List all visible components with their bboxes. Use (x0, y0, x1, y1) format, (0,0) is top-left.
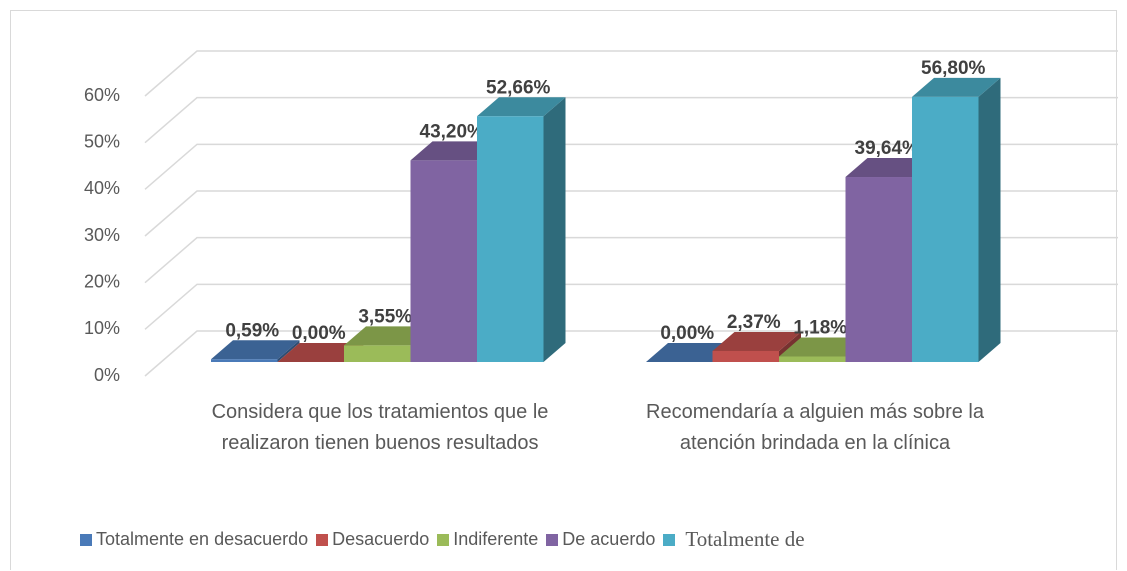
bar-top (712, 331, 801, 351)
bar (912, 77, 1001, 362)
value-label: 0,00% (292, 323, 346, 344)
bar-front (344, 345, 411, 362)
value-label: 39,64% (855, 138, 920, 159)
bar (477, 97, 566, 363)
legend-item: Indiferente (437, 529, 538, 550)
legend-item: Totalmente de (663, 527, 805, 552)
legend-label: Totalmente de (685, 527, 805, 551)
bar-front (410, 160, 477, 362)
bar-side (543, 97, 566, 363)
legend-item: Totalmente en desacuerdo (80, 529, 308, 550)
bar-front (712, 350, 779, 362)
bar (277, 343, 366, 362)
y-tick-label: 20% (84, 271, 120, 291)
bar-top (779, 337, 868, 357)
bar-top (477, 97, 566, 117)
legend-label: Indiferente (453, 529, 539, 549)
legend-label: Desacuerdo (332, 529, 430, 549)
bar-front (211, 359, 278, 362)
value-label: 2,37% (727, 312, 781, 333)
legend-swatch (663, 533, 676, 546)
value-label: 0,59% (225, 320, 279, 341)
chart-frame (10, 10, 1117, 570)
grid-line (144, 96, 1118, 144)
y-tick-label: 10% (84, 318, 120, 338)
bar-top (912, 77, 1001, 97)
bar-front (912, 96, 979, 362)
y-tick-label: 50% (84, 131, 120, 151)
bar-side (277, 340, 300, 362)
y-tick-label: 30% (84, 225, 120, 245)
bar-top (344, 326, 433, 346)
bar-top (277, 343, 366, 362)
bar (211, 340, 300, 362)
legend-swatch (316, 533, 329, 546)
bar (646, 343, 735, 362)
y-tick-label: 40% (84, 178, 120, 198)
value-label: 56,80% (921, 58, 986, 79)
value-label: 43,20% (420, 121, 485, 142)
value-label: 1,18% (793, 318, 847, 339)
value-label: 0,00% (660, 323, 714, 344)
grid-line (144, 190, 1118, 237)
legend-label: Totalmente en desacuerdo (96, 529, 309, 549)
grid-line (144, 330, 1118, 377)
grid-line (144, 283, 1118, 330)
legend: Totalmente en desacuerdo Desacuerdo Indife… (80, 527, 813, 552)
bar-top (211, 340, 300, 360)
category-label: Recomendaría a alguien más sobre la aten… (646, 401, 984, 454)
legend-swatch (437, 533, 450, 546)
legend-swatch (80, 533, 92, 546)
bar-front (477, 116, 544, 363)
y-tick-label: 60% (84, 85, 120, 105)
value-label: 52,66% (486, 77, 551, 98)
bar-front (845, 177, 912, 362)
legend-swatch (546, 533, 559, 546)
grid-line (144, 143, 1118, 190)
grid-line (144, 236, 1118, 284)
category-label: Considera que los tratamientos que le re… (211, 401, 549, 454)
bar-top (410, 141, 499, 161)
bar-front (779, 356, 846, 362)
legend-item: De acuerdo (546, 529, 655, 550)
grid-line (144, 50, 1118, 97)
y-tick-label: 0% (94, 365, 120, 385)
bar-top (845, 158, 934, 178)
value-label: 3,55% (358, 306, 412, 327)
bar-top (646, 343, 735, 362)
legend-item: Desacuerdo (316, 529, 429, 550)
legend-label: De acuerdo (562, 529, 656, 549)
bar-side (978, 77, 1001, 362)
